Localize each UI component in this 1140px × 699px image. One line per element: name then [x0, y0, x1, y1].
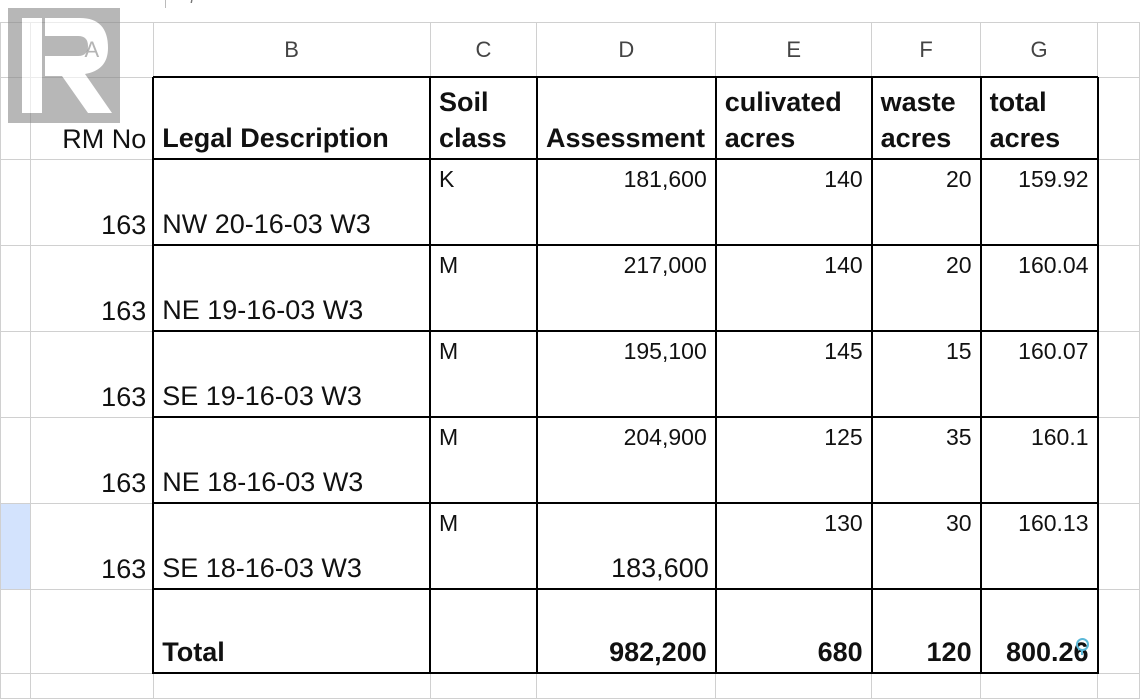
column-header-c[interactable]: C [429, 22, 538, 78]
column-header-g[interactable]: G [980, 22, 1099, 78]
soil-class-cell[interactable]: M [429, 502, 538, 590]
formula-text: f [190, 0, 194, 8]
rm-no-cell[interactable]: 163 [29, 416, 154, 504]
legal-description-cell[interactable]: SE 19-16-03 W3 [152, 330, 432, 418]
cultivated-acres-cell[interactable]: 145 [714, 330, 873, 418]
column-header-f[interactable]: F [871, 22, 982, 78]
row-header[interactable] [0, 672, 31, 699]
column-header-a[interactable]: A [29, 22, 154, 78]
row-header[interactable] [0, 244, 31, 332]
assessment-cell[interactable]: 217,000 [535, 244, 717, 332]
assessment-cell[interactable]: 183,600 [535, 502, 717, 590]
header-waste-acres[interactable]: waste acres [870, 76, 982, 160]
waste-acres-cell[interactable]: 30 [870, 502, 982, 590]
cultivated-acres-cell[interactable]: 140 [714, 158, 873, 246]
table-row: 163 NE 19-16-03 W3 M 217,000 140 20 160.… [0, 244, 1140, 332]
legal-description-cell[interactable]: NE 19-16-03 W3 [152, 244, 432, 332]
soil-class-cell[interactable]: K [429, 158, 538, 246]
empty-cell[interactable] [29, 672, 154, 699]
empty-cell[interactable] [715, 672, 873, 699]
row-header[interactable] [0, 76, 31, 160]
total-acres-cell[interactable]: 160.07 [979, 330, 1099, 418]
header-legal-description[interactable]: Legal Description [152, 76, 432, 160]
column-header-d[interactable]: D [536, 22, 717, 78]
empty-cell[interactable] [871, 672, 982, 699]
corner-cell[interactable] [0, 22, 31, 78]
empty-cell[interactable] [1097, 502, 1140, 590]
empty-cell[interactable] [29, 588, 154, 674]
total-acres-cell[interactable]: 160.1 [979, 416, 1099, 504]
rm-no-cell[interactable]: 163 [29, 330, 154, 418]
total-waste[interactable]: 120 [870, 588, 982, 674]
table-row: 163 NE 18-16-03 W3 M 204,900 125 35 160.… [0, 416, 1140, 504]
header-soil-class[interactable]: Soil class [429, 76, 538, 160]
row-header[interactable] [0, 330, 31, 418]
empty-cell[interactable] [1097, 672, 1140, 699]
legal-description-cell[interactable]: NW 20-16-03 W3 [152, 158, 432, 246]
legal-description-cell[interactable]: NE 18-16-03 W3 [152, 416, 432, 504]
cultivated-acres-cell[interactable]: 130 [714, 502, 873, 590]
waste-acres-cell[interactable]: 20 [870, 244, 982, 332]
legal-description-cell[interactable]: SE 18-16-03 W3 [152, 502, 432, 590]
cultivated-acres-cell[interactable]: 140 [714, 244, 873, 332]
header-total-acres[interactable]: total acres [979, 76, 1099, 160]
rm-no-cell[interactable]: 163 [29, 502, 154, 590]
column-header-h[interactable] [1097, 22, 1140, 78]
soil-class-cell[interactable]: M [429, 244, 538, 332]
empty-cell[interactable] [429, 672, 538, 699]
assessment-cell[interactable]: 181,600 [535, 158, 717, 246]
waste-acres-cell[interactable]: 35 [870, 416, 982, 504]
row-header[interactable] [0, 416, 31, 504]
empty-cell[interactable] [1097, 588, 1140, 674]
column-header-e[interactable]: E [715, 22, 873, 78]
table-row: 163 SE 18-16-03 W3 M 183,600 130 30 160.… [0, 502, 1140, 590]
waste-acres-cell[interactable]: 15 [870, 330, 982, 418]
soil-class-cell[interactable]: M [429, 330, 538, 418]
rm-no-cell[interactable]: 163 [29, 244, 154, 332]
table-row [0, 672, 1140, 699]
header-rm-no[interactable]: RM No [29, 76, 154, 160]
waste-acres-cell[interactable]: 20 [870, 158, 982, 246]
formula-bar[interactable]: f [0, 0, 1140, 24]
empty-cell[interactable] [429, 588, 538, 674]
empty-cell[interactable] [152, 672, 431, 699]
row-header[interactable] [0, 502, 31, 590]
cultivated-acres-cell[interactable]: 125 [714, 416, 873, 504]
header-cultivated-acres[interactable]: culivated acres [714, 76, 873, 160]
soil-class-cell[interactable]: M [429, 416, 538, 504]
column-header-b[interactable]: B [152, 22, 431, 78]
divider [165, 0, 166, 8]
total-assessment[interactable]: 982,200 [535, 588, 717, 674]
empty-cell[interactable] [1097, 158, 1140, 246]
empty-cell[interactable] [1097, 76, 1140, 160]
location-pin-icon [1076, 638, 1089, 655]
total-acres-cell[interactable]: 160.04 [979, 244, 1099, 332]
row-header[interactable] [0, 588, 31, 674]
row-header[interactable] [0, 158, 31, 246]
header-assessment[interactable]: Assessment [535, 76, 717, 160]
totals-row: Total 982,200 680 120 800.26 [0, 588, 1140, 674]
total-label[interactable]: Total [152, 588, 432, 674]
empty-cell[interactable] [1097, 416, 1140, 504]
table-row: 163 SE 19-16-03 W3 M 195,100 145 15 160.… [0, 330, 1140, 418]
assessment-cell[interactable]: 204,900 [535, 416, 717, 504]
empty-cell[interactable] [1097, 244, 1140, 332]
empty-cell[interactable] [1097, 330, 1140, 418]
empty-cell[interactable] [536, 672, 717, 699]
table-row: 163 NW 20-16-03 W3 K 181,600 140 20 159.… [0, 158, 1140, 246]
rm-no-cell[interactable]: 163 [29, 158, 154, 246]
spreadsheet-grid[interactable]: A B C D E F G RM No Legal Description So… [0, 22, 1140, 699]
total-cultivated[interactable]: 680 [714, 588, 873, 674]
total-acres-cell[interactable]: 159.92 [979, 158, 1099, 246]
total-acres[interactable]: 800.26 [979, 588, 1099, 674]
assessment-cell[interactable]: 195,100 [535, 330, 717, 418]
total-acres-cell[interactable]: 160.13 [979, 502, 1099, 590]
empty-cell[interactable] [980, 672, 1099, 699]
